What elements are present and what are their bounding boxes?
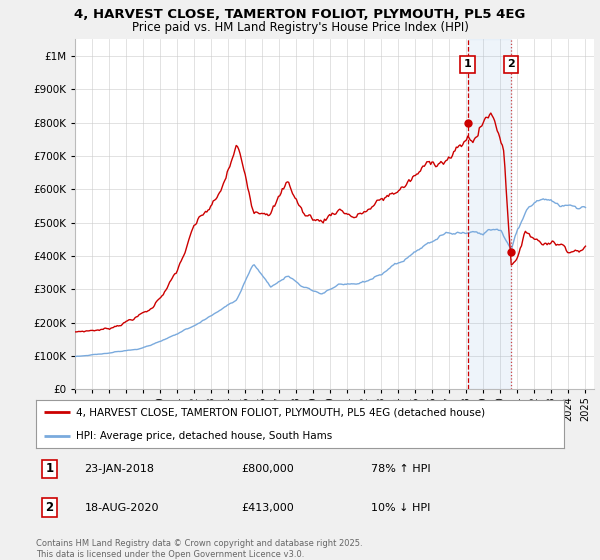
Text: 2: 2 xyxy=(46,501,53,514)
Text: £800,000: £800,000 xyxy=(241,464,294,474)
Bar xyxy=(467,39,511,389)
Text: 1: 1 xyxy=(464,59,472,69)
Text: £413,000: £413,000 xyxy=(241,502,294,512)
Text: Contains HM Land Registry data © Crown copyright and database right 2025.
This d: Contains HM Land Registry data © Crown c… xyxy=(36,539,362,559)
Text: HPI: Average price, detached house, South Hams: HPI: Average price, detached house, Sout… xyxy=(76,431,332,441)
Text: 18-AUG-2020: 18-AUG-2020 xyxy=(85,502,159,512)
Text: 78% ↑ HPI: 78% ↑ HPI xyxy=(371,464,430,474)
Text: Price paid vs. HM Land Registry's House Price Index (HPI): Price paid vs. HM Land Registry's House … xyxy=(131,21,469,34)
Text: 23-JAN-2018: 23-JAN-2018 xyxy=(85,464,155,474)
Text: 1: 1 xyxy=(46,463,53,475)
Text: 2: 2 xyxy=(507,59,515,69)
Text: 10% ↓ HPI: 10% ↓ HPI xyxy=(371,502,430,512)
Text: 4, HARVEST CLOSE, TAMERTON FOLIOT, PLYMOUTH, PL5 4EG: 4, HARVEST CLOSE, TAMERTON FOLIOT, PLYMO… xyxy=(74,8,526,21)
Text: 4, HARVEST CLOSE, TAMERTON FOLIOT, PLYMOUTH, PL5 4EG (detached house): 4, HARVEST CLOSE, TAMERTON FOLIOT, PLYMO… xyxy=(76,407,485,417)
